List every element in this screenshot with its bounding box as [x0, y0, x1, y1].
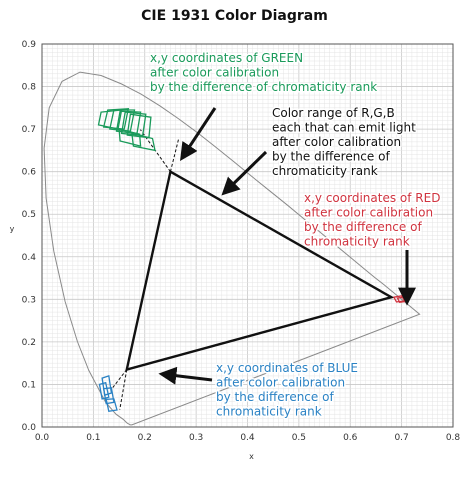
green-rank-cell — [131, 132, 156, 152]
blue-annotation-line: by the difference of — [216, 390, 334, 404]
red-annotation-halo: after color calibration — [304, 206, 433, 220]
green-calibration-cluster — [97, 107, 156, 152]
range-annotation-line: Color range of R,G,B — [272, 106, 395, 120]
blue-connector — [112, 369, 128, 388]
green-annotation-halo: after color calibration — [150, 66, 279, 80]
green-annotation-halo: x,y coordinates of GREEN — [150, 51, 303, 65]
blue-calibration-cluster — [98, 375, 118, 413]
x-tick-label: 0.6 — [343, 433, 358, 443]
range-annotation-halo: chromaticity rank — [272, 164, 378, 178]
green-rank-cell — [102, 107, 130, 130]
range-annotation-halo: after color calibration — [272, 135, 401, 149]
range-annotation-line: each that can emit light — [272, 121, 416, 135]
gamut-triangle — [125, 169, 395, 372]
blue-rank-cell — [98, 381, 110, 400]
green-rank-cell — [118, 128, 142, 147]
green-rank-cell — [109, 109, 136, 132]
range-annotation-line: after color calibration — [272, 135, 401, 149]
plot-frame — [41, 43, 454, 428]
y-tick-label: 0.0 — [22, 423, 37, 433]
x-axis-label: x — [249, 452, 254, 461]
chart-title: CIE 1931 Color Diagram — [141, 8, 328, 24]
green-connector — [169, 139, 179, 172]
range-arrow — [221, 150, 268, 196]
spectral-locus — [43, 71, 421, 426]
blue-annotation-halo: after color calibration — [216, 376, 345, 390]
y-tick-label: 0.3 — [22, 295, 36, 305]
x-tick-label: 0.0 — [35, 433, 50, 443]
x-tick-label: 0.4 — [240, 433, 255, 443]
range-annotation-halo: by the difference of — [272, 150, 390, 164]
blue-annotation-line: after color calibration — [216, 376, 345, 390]
y-tick-label: 0.4 — [22, 253, 37, 263]
x-tick-label: 0.3 — [189, 433, 203, 443]
y-axis-label: y — [10, 225, 15, 234]
y-tick-label: 0.9 — [22, 40, 37, 50]
x-tick-label: 0.7 — [394, 433, 408, 443]
green-annotation-line: by the difference of chromaticity rank — [150, 80, 377, 94]
red-annotation-halo: chromaticity rank — [304, 235, 410, 249]
green-annotation-line: x,y coordinates of GREEN — [150, 51, 303, 65]
blue-annotation-halo: x,y coordinates of BLUE — [216, 361, 358, 375]
blue-annotation-halo: chromaticity rank — [216, 405, 322, 419]
range-annotation-line: chromaticity rank — [272, 164, 378, 178]
y-tick-label: 0.8 — [22, 83, 37, 93]
blue-annotation-line: chromaticity rank — [216, 405, 322, 419]
blue-arrow — [158, 366, 213, 385]
green-arrow — [180, 107, 217, 162]
x-tick-label: 0.2 — [138, 433, 152, 443]
red-annotation-halo: x,y coordinates of RED — [304, 191, 440, 205]
range-annotation-halo: each that can emit light — [272, 121, 416, 135]
green-annotation-line: after color calibration — [150, 66, 279, 80]
blue-connector — [119, 369, 128, 410]
range-annotation-halo: Color range of R,G,B — [272, 106, 395, 120]
blue-annotation-line: x,y coordinates of BLUE — [216, 361, 358, 375]
y-tick-label: 0.5 — [22, 210, 36, 220]
range-annotation-line: by the difference of — [272, 150, 390, 164]
x-tick-label: 0.5 — [292, 433, 306, 443]
red-annotation-line: by the difference of — [304, 220, 422, 234]
red-annotation-halo: by the difference of — [304, 220, 422, 234]
red-annotation-line: chromaticity rank — [304, 235, 410, 249]
blue-rank-cell — [105, 398, 118, 413]
y-tick-label: 0.7 — [22, 125, 36, 135]
y-tick-label: 0.6 — [22, 168, 37, 178]
x-tick-label: 0.1 — [86, 433, 100, 443]
green-annotation-halo: by the difference of chromaticity rank — [150, 80, 377, 94]
y-tick-label: 0.2 — [22, 338, 36, 348]
grid — [41, 43, 454, 428]
red-annotation-line: after color calibration — [304, 206, 433, 220]
blue-annotation-halo: by the difference of — [216, 390, 334, 404]
x-tick-label: 0.8 — [446, 433, 461, 443]
red-annotation-line: x,y coordinates of RED — [304, 191, 440, 205]
y-tick-label: 0.1 — [22, 380, 36, 390]
